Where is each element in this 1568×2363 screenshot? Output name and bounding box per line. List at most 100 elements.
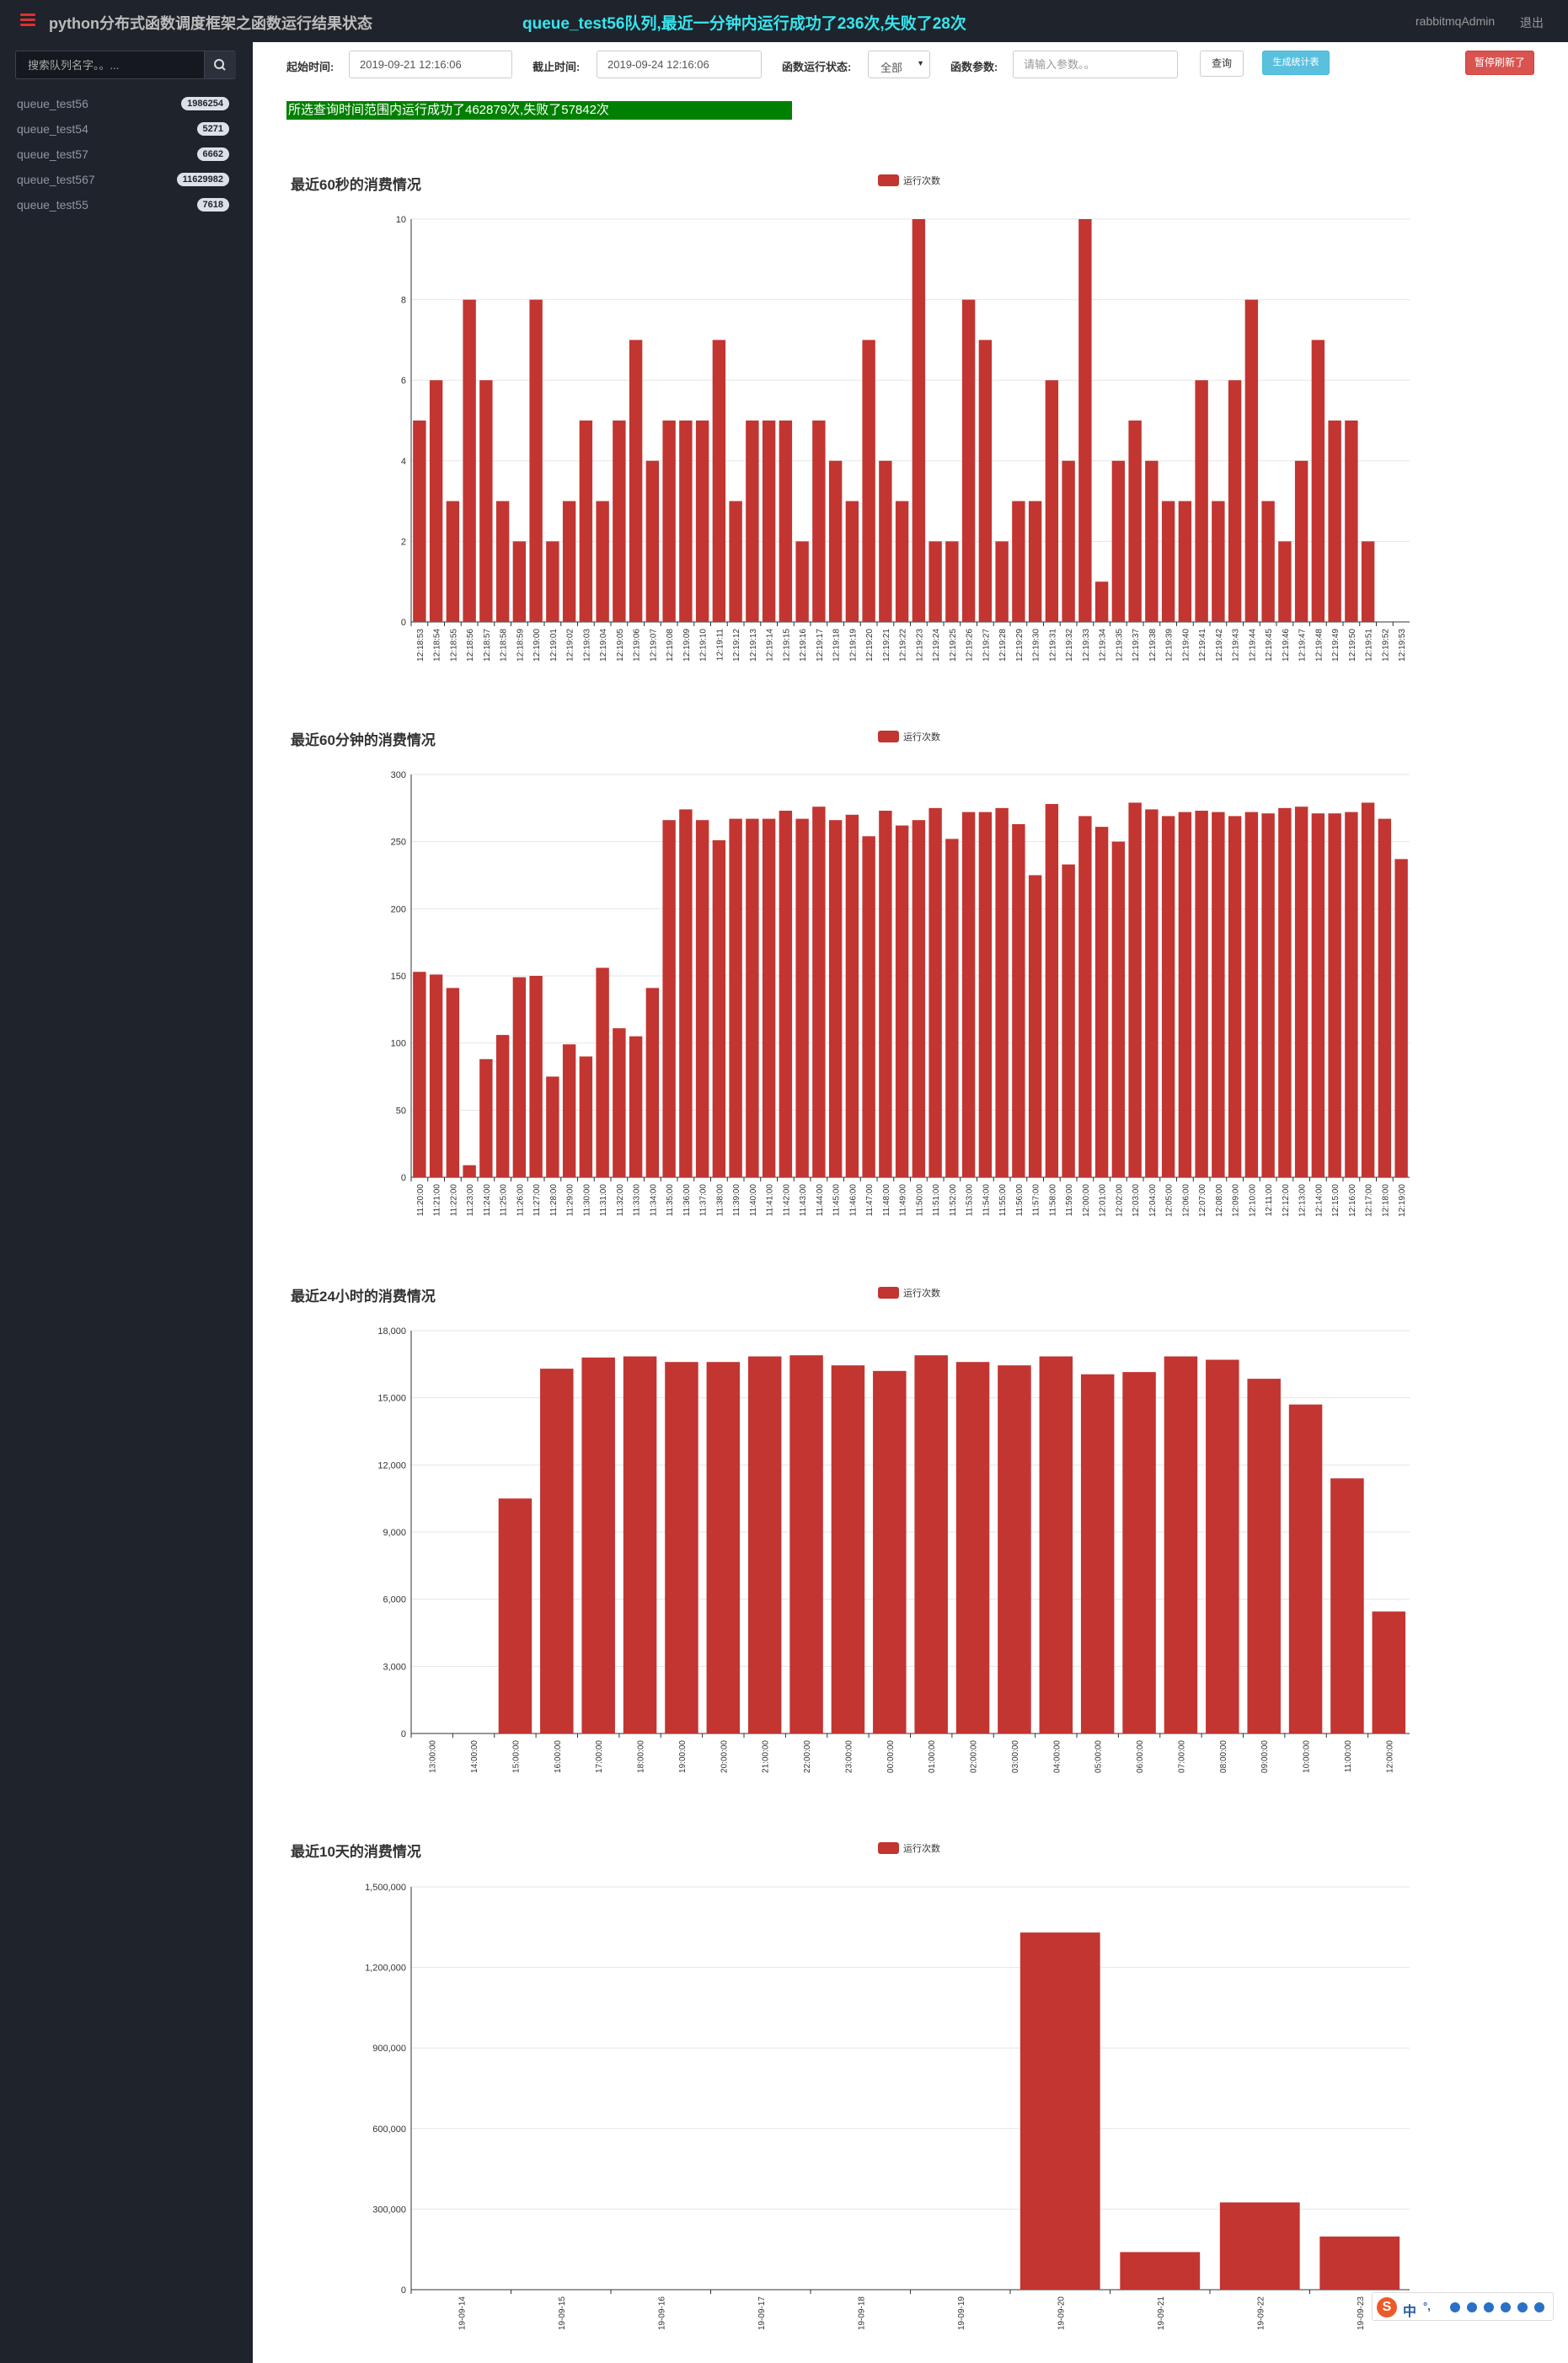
x-tick-label: 12:19:40 [1181,629,1191,662]
chart-legend-60m[interactable]: 运行次数 [878,730,940,743]
bar [912,820,926,1177]
bar [1120,2252,1201,2290]
bar [1012,823,1025,1177]
chart-legend-24h[interactable]: 运行次数 [878,1286,940,1299]
bar [928,807,942,1177]
x-tick-label: 12:10:00 [1248,1184,1257,1217]
bar [729,501,742,622]
x-tick-label: 11:47:00 [865,1184,875,1217]
sidebar-item-queue-test56[interactable]: queue_test56 1986254 [17,93,229,115]
bar [978,812,993,1177]
bar [512,541,527,622]
x-tick-label: 15:00:00 [511,1740,521,1773]
chart-legend-60s[interactable]: 运行次数 [878,174,940,187]
microphone-icon [1467,2302,1477,2312]
y-tick-label: 200 [391,904,406,914]
x-tick-label: 19-09-20 [1057,2296,1066,2330]
x-tick-label: 12:19:32 [1065,629,1074,662]
bar [879,460,892,622]
x-tick-label: 12:19:53 [1398,629,1407,662]
x-tick-label: 12:09:00 [1232,1184,1241,1217]
x-tick-label: 11:37:00 [699,1184,709,1217]
bar [1122,1372,1156,1733]
x-tick-label: 12:19:42 [1215,629,1224,662]
x-tick-label: 20:00:00 [720,1740,729,1773]
queue-name: queue_test567 [17,173,95,186]
params-input[interactable] [1013,51,1178,78]
query-button[interactable]: 查询 [1200,51,1244,77]
ime-toolbar[interactable]: S 中 °, [1372,2292,1554,2321]
x-tick-label: 12:06:00 [1181,1184,1191,1217]
x-tick-label: 11:45:00 [832,1184,842,1217]
x-tick-label: 12:19:31 [1048,629,1057,662]
sidebar-item-queue-test54[interactable]: queue_test54 5271 [17,118,229,140]
x-tick-label: 12:18:57 [483,629,492,662]
x-tick-label: 12:19:11 [715,629,725,662]
bar [845,501,859,622]
x-tick-label: 11:50:00 [915,1184,924,1217]
status-select[interactable]: 全部 ▼ [868,51,930,78]
x-tick-label: 11:28:00 [549,1184,559,1217]
x-tick-label: 08:00:00 [1219,1740,1228,1773]
bar [645,460,660,622]
x-tick-label: 12:19:25 [949,629,958,662]
bar [779,811,793,1177]
end-time-input[interactable] [597,51,762,78]
bar [1028,875,1042,1177]
y-tick-label: 10 [396,215,406,225]
x-tick-label: 06:00:00 [1136,1740,1145,1773]
bar [978,340,993,622]
bar [945,839,959,1177]
user-name-link[interactable]: rabbitmqAdmin [1415,14,1496,28]
sidebar-item-queue-test57[interactable]: queue_test57 6662 [17,143,229,165]
x-tick-label: 19-09-14 [458,2296,467,2330]
pause-refresh-button[interactable]: 暂停刷新了 [1465,51,1534,75]
sidebar-item-queue-test55[interactable]: queue_test55 7618 [17,194,229,216]
x-tick-label: 07:00:00 [1177,1740,1186,1773]
bar [695,820,709,1177]
x-tick-label: 12:19:09 [682,629,692,662]
x-tick-label: 11:32:00 [616,1184,625,1217]
y-tick-label: 0 [401,618,406,628]
bar [1328,813,1341,1177]
bar [1128,802,1142,1177]
start-time-input[interactable] [349,51,512,78]
search-button[interactable] [205,51,236,78]
y-tick-label: 3,000 [383,1662,406,1672]
x-tick-label: 12:19:35 [1115,629,1124,662]
generate-stats-button[interactable]: 生成统计表 [1262,51,1330,75]
status-headline: queue_test56队列,最近一分钟内运行成功了236次,失败了28次 [522,15,966,33]
shirt-icon [1517,2302,1528,2312]
sidebar-item-queue-test567[interactable]: queue_test567 11629982 [17,169,229,190]
bar [413,421,426,622]
x-tick-label: 19-09-17 [757,2296,767,2330]
x-tick-label: 12:19:22 [899,629,908,662]
x-tick-label: 04:00:00 [1052,1740,1062,1773]
chart-legend-10d[interactable]: 运行次数 [878,1841,940,1855]
bar [1078,816,1092,1177]
bar [1212,812,1225,1177]
logout-link[interactable]: 退出 [1520,16,1544,29]
x-tick-label: 12:19:18 [832,629,842,662]
x-tick-label: 12:19:12 [732,629,741,662]
queue-count-badge: 11629982 [176,173,229,186]
legend-label: 运行次数 [903,1844,940,1854]
bar [1361,802,1375,1177]
bar [546,1076,559,1177]
x-tick-label: 12:19:28 [998,629,1008,662]
y-tick-label: 300,000 [372,2205,406,2215]
bar [413,972,426,1177]
x-tick-label: 11:27:00 [532,1184,542,1217]
x-tick-label: 11:25:00 [500,1184,509,1217]
bar [998,1365,1031,1733]
bar [1361,541,1375,622]
bar [498,1498,532,1733]
x-tick-label: 11:39:00 [732,1184,741,1217]
x-tick-label: 11:33:00 [633,1184,642,1217]
hamburger-menu-icon[interactable] [20,13,35,27]
bar [795,541,809,622]
bar [623,1356,657,1733]
x-tick-label: 11:38:00 [715,1184,725,1217]
bar [546,541,559,622]
queue-search-input[interactable] [16,51,205,78]
